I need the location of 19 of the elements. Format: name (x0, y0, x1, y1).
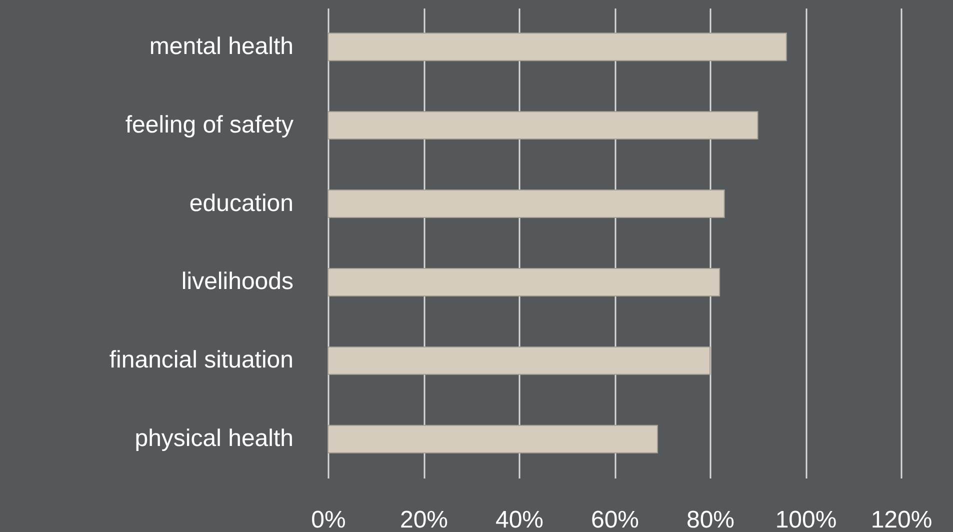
y-tick-label: livelihoods (181, 268, 294, 296)
bar (328, 424, 658, 454)
y-tick-label: financial situation (109, 346, 294, 374)
bar (328, 32, 787, 62)
bar (328, 190, 725, 218)
x-tick-label: 20% (400, 506, 448, 532)
bar (328, 111, 758, 140)
bar (328, 346, 710, 375)
y-tick-label: physical health (134, 425, 294, 452)
y-tick-label: feeling of safety (125, 111, 294, 138)
x-tick-label: 0% (311, 506, 346, 532)
x-tick-label: 80% (686, 506, 735, 532)
y-tick-label: education (189, 190, 294, 217)
x-tick-label: 120% (870, 506, 932, 532)
y-tick-label: mental health (149, 32, 294, 60)
x-tick-label: 100% (775, 506, 837, 532)
bar (328, 268, 720, 296)
x-tick-label: 40% (495, 506, 544, 532)
x-tick-label: 60% (590, 506, 640, 532)
